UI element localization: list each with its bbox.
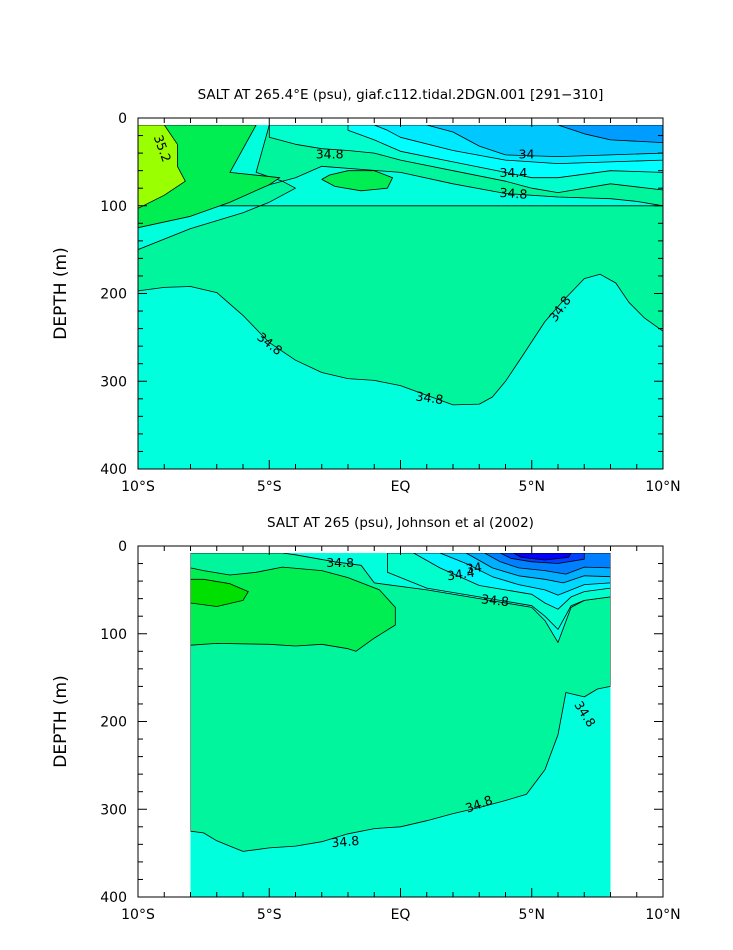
panel-2-y-tick-label: 100 bbox=[100, 627, 127, 643]
panel-1-contour-label-7: 34.8 bbox=[415, 388, 445, 407]
panel-2-contour-label-7: 34.8 bbox=[331, 833, 360, 850]
panel-1-contour-label-2: 34.8 bbox=[316, 146, 344, 161]
panel-1-x-tick-label: 10°N bbox=[645, 479, 680, 495]
panel-2-y-tick-label: 300 bbox=[100, 802, 127, 818]
panel-2-contour-label-3: 34.4 bbox=[446, 565, 476, 584]
panel-1-x-tick-label: 5°S bbox=[257, 479, 282, 495]
panel-2-contour-label-4: 34.8 bbox=[480, 591, 509, 609]
panel-2-contour-region-10 bbox=[513, 553, 572, 561]
panel-2-contour-region-3 bbox=[190, 578, 249, 607]
panel-2-x-tick-label: 5°S bbox=[257, 907, 282, 923]
panel-2-x-tick-label: EQ bbox=[391, 907, 411, 923]
panel-1-x-tick-label: 5°N bbox=[519, 479, 545, 495]
panel-2-contour-region-2 bbox=[190, 566, 396, 652]
panel-2-y-tick-label: 400 bbox=[100, 890, 127, 906]
panel-1-contour-label-4: 34.4 bbox=[499, 165, 527, 180]
panel-2-x-tick-label: 10°S bbox=[121, 907, 155, 923]
panel-1-contour-region-4 bbox=[321, 170, 394, 192]
panel-1-y-tick-label: 200 bbox=[100, 287, 127, 303]
panel-1-x-tick-label: EQ bbox=[391, 479, 411, 495]
panel-1-y-tick-label: 400 bbox=[100, 462, 127, 478]
panel-2-contour-label-1: 34.8 bbox=[326, 555, 354, 570]
panel-1-y-tick-label: 300 bbox=[100, 374, 127, 390]
panel-1-y-tick-label: 100 bbox=[100, 199, 127, 215]
panel-2-y-tick-label: 200 bbox=[100, 715, 127, 731]
panel-1-y-tick-label: 0 bbox=[118, 111, 127, 127]
panel-1-contour-region-9 bbox=[557, 125, 663, 144]
panel-2-x-tick-label: 5°N bbox=[519, 907, 545, 923]
panel-1-contour-label-3: 34 bbox=[519, 146, 535, 161]
panel-1-contour-region-3 bbox=[138, 125, 186, 209]
panel-2-y-tick-label: 0 bbox=[118, 539, 127, 555]
panel-1-y-axis-label: DEPTH (m) bbox=[51, 247, 71, 339]
panel-2-x-tick-label: 10°N bbox=[645, 907, 680, 923]
panel-1-contour-regions bbox=[138, 125, 663, 406]
panel-2-title: SALT AT 265 (psu), Johnson et al (2002) bbox=[267, 515, 534, 531]
panel-1-contour-region-1 bbox=[138, 125, 663, 406]
panel-1-x-tick-label: 10°S bbox=[121, 479, 155, 495]
panel-2-contour-regions bbox=[190, 553, 611, 852]
panel-1-title: SALT AT 265.4°E (psu), giaf.c112.tidal.2… bbox=[198, 87, 604, 103]
panel-1-contour-label-5: 34.8 bbox=[499, 185, 528, 202]
panel-2-y-axis-label: DEPTH (m) bbox=[51, 675, 71, 767]
panel-2-contour-label-2: 34 bbox=[465, 559, 483, 576]
